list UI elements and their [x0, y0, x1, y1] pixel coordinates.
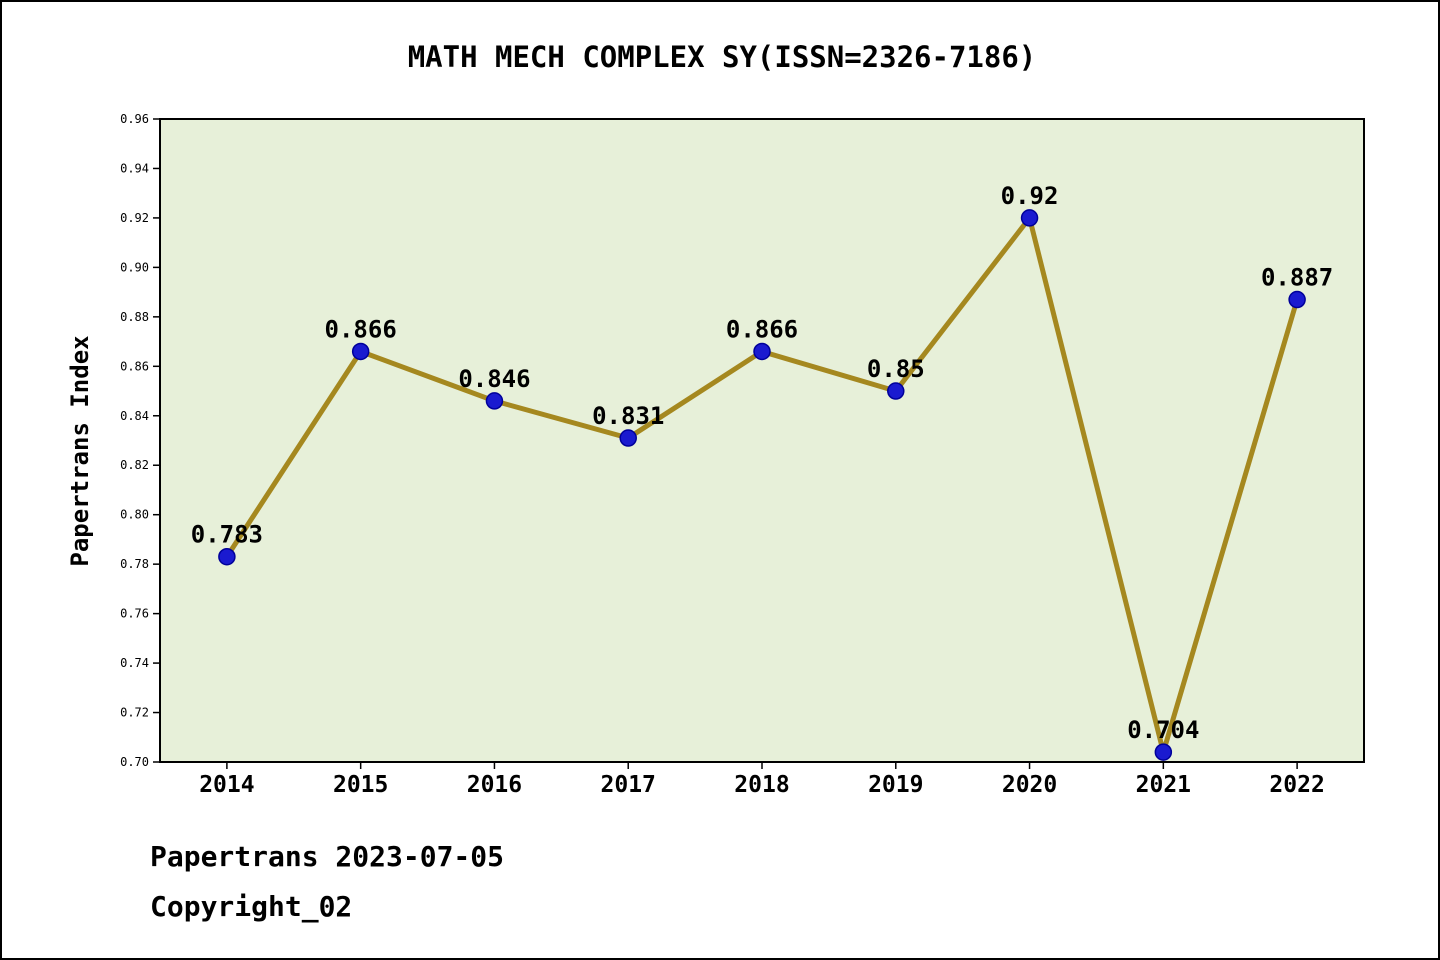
y-tick-label: 0.76	[120, 607, 149, 621]
data-point	[753, 342, 771, 361]
footer-copyright-text: Copyright_02	[150, 890, 353, 923]
y-tick-label: 0.84	[120, 409, 149, 423]
y-tick-label: 0.72	[120, 706, 149, 720]
data-point-label: 0.866	[726, 315, 798, 343]
x-tick-label: 2017	[601, 772, 656, 798]
data-point-label: 0.866	[325, 315, 397, 343]
data-point	[1020, 209, 1039, 227]
x-tick-label: 2018	[734, 772, 789, 798]
data-point	[619, 429, 637, 447]
y-tick-label: 0.96	[120, 112, 149, 126]
data-point	[1288, 290, 1306, 309]
data-point-label: 0.704	[1127, 716, 1199, 744]
x-tick-label: 2021	[1136, 772, 1191, 798]
y-tick-label: 0.78	[120, 557, 149, 571]
chart-title: MATH MECH COMPLEX SY(ISSN=2326-7186)	[407, 40, 1037, 74]
x-tick-label: 2022	[1269, 772, 1324, 798]
y-tick-label: 0.88	[120, 310, 149, 324]
plot-area	[159, 118, 1365, 763]
x-tick-label: 2015	[333, 772, 388, 798]
data-point-label: 0.846	[458, 365, 530, 393]
x-tick-label: 2020	[1002, 772, 1057, 798]
y-tick-label: 0.80	[120, 508, 149, 522]
y-tick-label: 0.92	[120, 211, 149, 225]
data-point	[485, 392, 504, 410]
data-point	[887, 382, 905, 400]
data-point-label: 0.831	[592, 402, 664, 430]
x-tick-label: 2016	[467, 772, 522, 798]
data-point	[218, 547, 236, 566]
data-point-label: 0.92	[1001, 182, 1059, 210]
y-tick-label: 0.86	[120, 359, 149, 373]
x-tick-label: 2019	[868, 772, 923, 798]
y-tick-label: 0.74	[120, 656, 149, 670]
x-tick-label: 2014	[199, 772, 254, 798]
data-point	[351, 342, 370, 361]
footer-date-text: Papertrans 2023-07-05	[150, 840, 505, 873]
y-tick-label: 0.82	[120, 458, 149, 472]
y-tick-label: 0.94	[120, 161, 149, 175]
data-point	[1154, 743, 1173, 761]
data-point-label: 0.85	[867, 355, 925, 383]
y-tick-label: 0.90	[120, 260, 149, 274]
data-point-label: 0.887	[1261, 264, 1333, 292]
data-point-label: 0.783	[191, 521, 263, 549]
y-tick-label: 0.70	[120, 755, 149, 769]
